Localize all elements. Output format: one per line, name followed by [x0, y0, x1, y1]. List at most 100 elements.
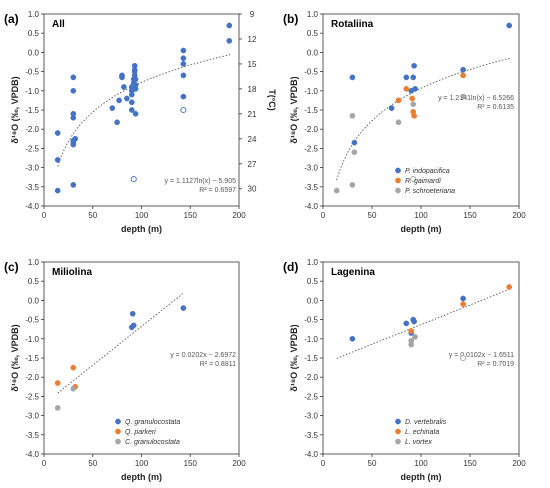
- data-point: [410, 74, 417, 81]
- data-point: [54, 157, 61, 163]
- data-point: [129, 310, 136, 317]
- y-tick-label: -1.5: [304, 354, 318, 363]
- trend-annotation: R² = 0.6135: [477, 104, 514, 111]
- y-tick-label: -3.5: [25, 183, 39, 192]
- data-point: [403, 320, 410, 327]
- x-tick-label: 50: [88, 211, 97, 220]
- data-point: [333, 187, 340, 194]
- y2-tick-label: 30: [248, 185, 257, 194]
- data-point: [349, 182, 356, 188]
- y-tick-label: -4.0: [304, 450, 318, 459]
- y2-tick-label: 21: [248, 110, 257, 119]
- legend-entry: P. schroeteriana: [405, 188, 455, 195]
- y-tick-label: 0.5: [307, 29, 319, 38]
- data-point: [180, 106, 187, 114]
- panel-title: Rotaliina: [331, 19, 374, 30]
- legend-marker: [115, 428, 121, 435]
- x-axis-label: depth (m): [401, 224, 442, 234]
- legend-marker: [395, 187, 401, 194]
- y2-tick-label: 15: [248, 60, 257, 69]
- x-tick-label: 50: [368, 211, 377, 220]
- trend-annotation: R² = 0.7019: [477, 361, 514, 368]
- legend-entry: C. granulocostata: [125, 439, 180, 446]
- y-tick-label: -0.5: [304, 316, 318, 325]
- y-tick-label: 1.0: [307, 10, 319, 19]
- y-tick-label: -1.0: [25, 335, 39, 344]
- data-point: [70, 182, 77, 188]
- x-axis-label: depth (m): [121, 472, 162, 482]
- data-point: [460, 72, 466, 79]
- y-tick-label: -3.5: [25, 431, 39, 440]
- data-point: [132, 110, 139, 117]
- x-tick-label: 200: [512, 211, 526, 220]
- data-point: [226, 38, 233, 44]
- legend-marker: [115, 438, 121, 445]
- panel-label: (c): [4, 260, 19, 274]
- x-tick-label: 100: [414, 459, 428, 468]
- y-tick-label: 0.0: [307, 48, 319, 57]
- x-tick-label: 150: [463, 211, 477, 220]
- x-tick-label: 200: [512, 459, 526, 468]
- y-tick-label: -3.5: [304, 183, 318, 192]
- x-tick-label: 150: [184, 459, 198, 468]
- trendline: [336, 288, 510, 359]
- y-tick-label: -2.5: [304, 144, 318, 153]
- data-point: [395, 97, 402, 104]
- y2-tick-label: 18: [248, 85, 257, 94]
- data-point: [403, 74, 410, 81]
- y-tick-label: 0.5: [307, 277, 319, 286]
- panel-title: Miliolina: [52, 267, 92, 278]
- data-point: [410, 176, 417, 183]
- chart-panel-4: 0 50 100 150 200 -4.0 -3.5 -3.0 -2.5 -2.0 -1.5 -1.0…: [283, 258, 526, 482]
- trendline: [57, 54, 232, 167]
- data-point: [410, 101, 417, 108]
- y-tick-label: 1.0: [28, 10, 40, 19]
- x-axis-label: depth (m): [401, 472, 442, 482]
- data-point: [349, 335, 356, 342]
- data-point: [70, 74, 77, 81]
- data-point: [460, 301, 466, 308]
- legend-marker: [395, 438, 401, 445]
- y-tick-label: -1.0: [304, 87, 318, 96]
- y-tick-label: -2.0: [25, 125, 39, 134]
- data-point: [121, 84, 127, 90]
- data-point: [70, 110, 77, 117]
- legend-entry: R. gaimardi: [405, 178, 441, 185]
- data-point: [54, 130, 61, 136]
- y-axis-label: δ¹⁸O (‰, VPDB): [10, 76, 20, 143]
- trend-annotation: R² = 0.8811: [200, 361, 236, 368]
- data-point: [460, 93, 466, 100]
- legend-marker: [395, 177, 401, 184]
- y-tick-label: -3.0: [25, 164, 39, 173]
- data-point: [54, 405, 61, 411]
- x-tick-label: 0: [42, 459, 47, 468]
- legend-entry: D. vertebralis: [405, 419, 447, 426]
- data-point: [408, 341, 415, 348]
- data-point: [130, 176, 137, 183]
- chart-panel-2: 0 50 100 150 200 -4.0 -3.5 -3.0 -2.5 -2.0 -1.5 -1.0…: [283, 10, 526, 234]
- data-point: [506, 22, 513, 29]
- y-tick-label: -1.5: [304, 106, 318, 115]
- y2-tick-label: 27: [248, 160, 257, 169]
- y-tick-label: -2.5: [304, 392, 318, 401]
- data-point: [388, 105, 395, 111]
- legend-marker: [395, 167, 401, 174]
- data-point: [54, 187, 61, 194]
- y-tick-label: -0.5: [25, 68, 39, 77]
- data-point: [226, 22, 233, 29]
- x-tick-label: 200: [232, 211, 246, 220]
- data-point: [180, 93, 187, 100]
- panel-title: Lagenina: [331, 267, 375, 278]
- data-point: [180, 55, 187, 62]
- trend-annotation: y = 1.1127ln(x) − 5.905: [165, 178, 237, 185]
- y-tick-label: 0.0: [307, 296, 319, 305]
- data-point: [351, 139, 358, 146]
- panel-title: All: [52, 19, 65, 30]
- data-point: [395, 119, 402, 126]
- data-point: [408, 328, 415, 334]
- data-point: [132, 76, 139, 83]
- trend-annotation: y = 0.0102x − 1.6511: [449, 352, 514, 359]
- x-tick-label: 200: [232, 459, 246, 468]
- y-tick-label: -3.0: [25, 412, 39, 421]
- data-point: [116, 97, 122, 104]
